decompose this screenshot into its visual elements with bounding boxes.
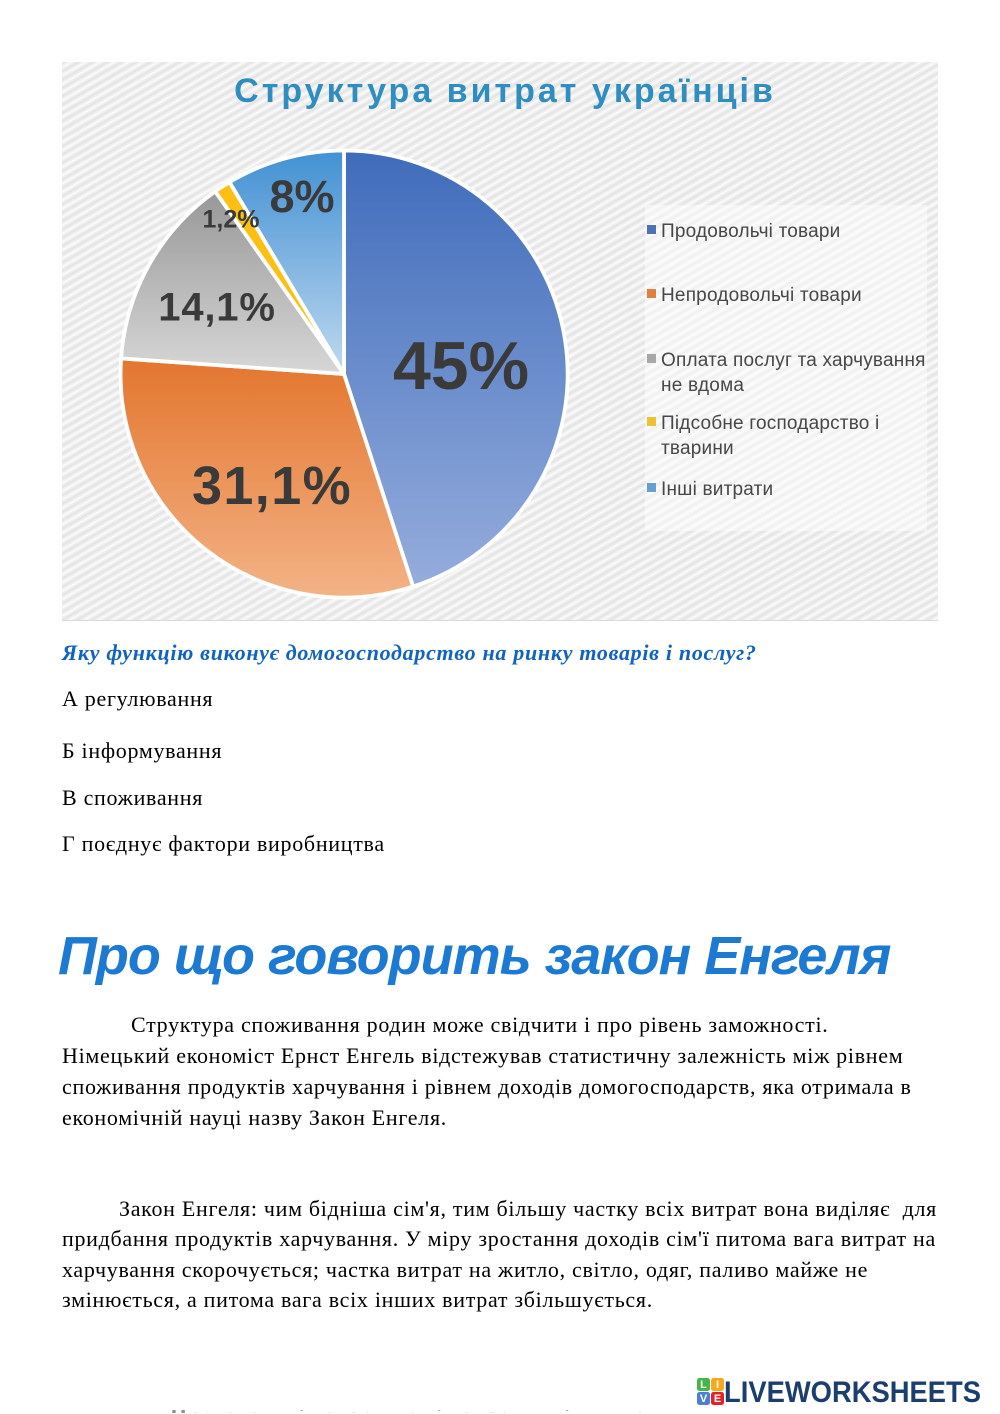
svg-text:LIVEWORKSHEETS: LIVEWORKSHEETS: [724, 1376, 981, 1409]
svg-text:V: V: [700, 1393, 708, 1405]
svg-text:E: E: [714, 1393, 721, 1405]
svg-text:L: L: [700, 1379, 707, 1391]
svg-text:I: I: [716, 1379, 719, 1391]
